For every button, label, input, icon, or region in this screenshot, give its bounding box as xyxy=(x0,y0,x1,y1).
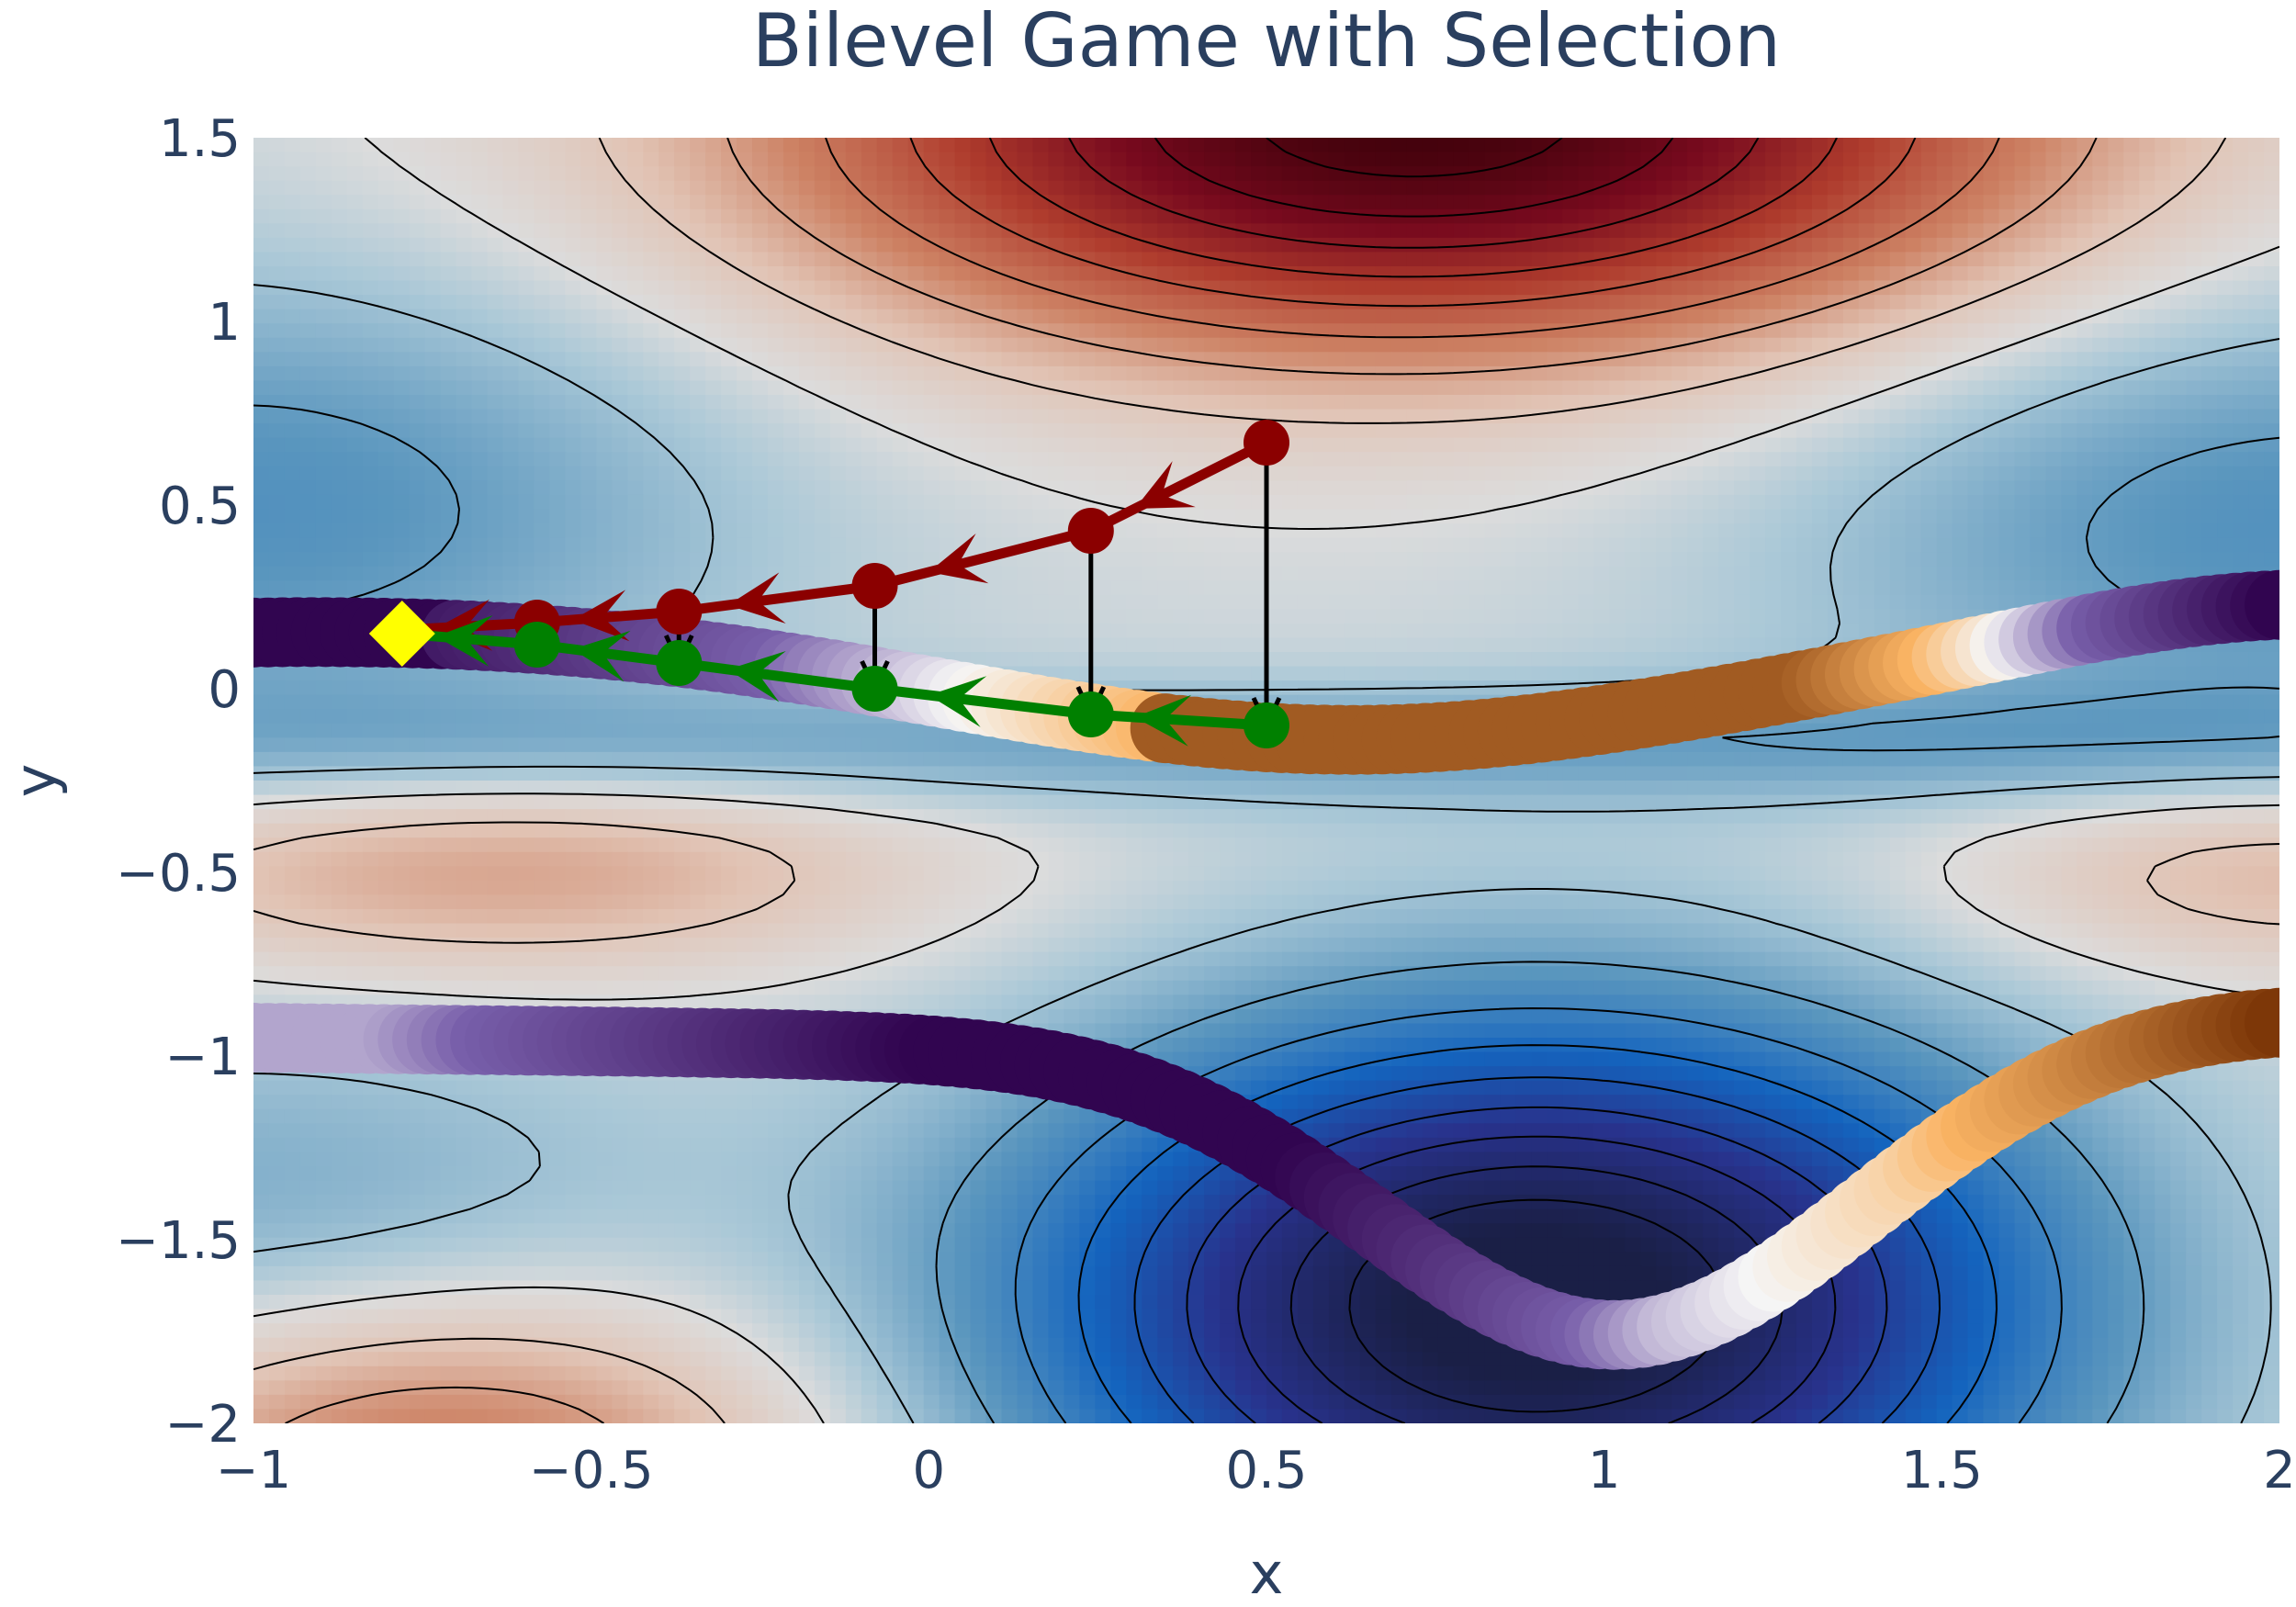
green-path-arrowhead xyxy=(929,676,987,727)
y-tick-label: 1 xyxy=(208,293,241,353)
final-point xyxy=(368,601,435,667)
x-tick-label: −0.5 xyxy=(529,1441,654,1500)
y-tick-label: 1.5 xyxy=(159,109,241,169)
contour-line xyxy=(988,138,1838,278)
green-path-arrowhead xyxy=(1134,694,1192,747)
iterate-paths xyxy=(401,420,1289,748)
red-path-arrowhead xyxy=(1134,461,1196,509)
final-point-diamond xyxy=(368,601,435,667)
x-tick-label: 1 xyxy=(1588,1441,1621,1500)
contour-line xyxy=(253,138,2279,1423)
chart-title: Bilevel Game with Selection xyxy=(752,0,1781,84)
green-path-point xyxy=(851,666,898,712)
upper-curve-marker xyxy=(2245,569,2279,640)
lower-curve-marker xyxy=(2245,987,2279,1058)
green-path-arrowhead xyxy=(727,651,786,702)
y-tick-label: −2 xyxy=(164,1395,241,1455)
x-tick-label: 0.5 xyxy=(1225,1441,1307,1500)
y-axis-title: y xyxy=(2,764,69,798)
green-path-point xyxy=(1067,691,1114,737)
red-path-point xyxy=(1067,508,1114,554)
x-axis-ticks: −1 −0.5 0 0.5 1 1.5 2 xyxy=(216,1441,2296,1500)
red-path-arrowhead xyxy=(572,590,630,642)
contour-line xyxy=(253,138,2279,1423)
contour-heatmap xyxy=(253,138,2279,1423)
x-axis-title: x xyxy=(1250,1540,1284,1607)
green-path-point xyxy=(513,622,560,668)
red-path-arrowhead xyxy=(929,534,989,584)
y-tick-label: −1.5 xyxy=(116,1211,241,1271)
y-tick-label: 0 xyxy=(208,660,241,720)
green-path-point xyxy=(656,640,703,686)
red-path-point xyxy=(656,589,703,635)
contour-line xyxy=(909,138,1917,308)
contour-lines xyxy=(253,138,2279,1423)
x-tick-label: −1 xyxy=(216,1441,292,1500)
contour-line xyxy=(1068,138,1760,249)
green-path-arrowhead xyxy=(435,615,493,667)
contour-line xyxy=(1154,138,1674,218)
red-path-point xyxy=(851,563,898,609)
contour-line xyxy=(1186,1106,1888,1423)
y-axis-ticks: 1.5 1 0.5 0 −0.5 −1 −1.5 −2 xyxy=(116,109,241,1455)
y-tick-label: −1 xyxy=(164,1028,241,1087)
x-tick-label: 1.5 xyxy=(1901,1441,1983,1500)
red-path-arrowhead xyxy=(727,572,786,624)
contour-line xyxy=(1266,138,1563,178)
contour-line xyxy=(285,138,2098,1423)
green-path-arrowhead xyxy=(572,630,631,682)
x-tick-label: 0 xyxy=(912,1441,945,1500)
y-tick-label: −0.5 xyxy=(116,844,241,904)
x-tick-label: 2 xyxy=(2263,1441,2296,1500)
green-path-point xyxy=(1244,702,1289,748)
contour-line xyxy=(825,138,2000,339)
y-tick-label: 0.5 xyxy=(159,477,241,536)
red-path-point xyxy=(1244,420,1289,466)
